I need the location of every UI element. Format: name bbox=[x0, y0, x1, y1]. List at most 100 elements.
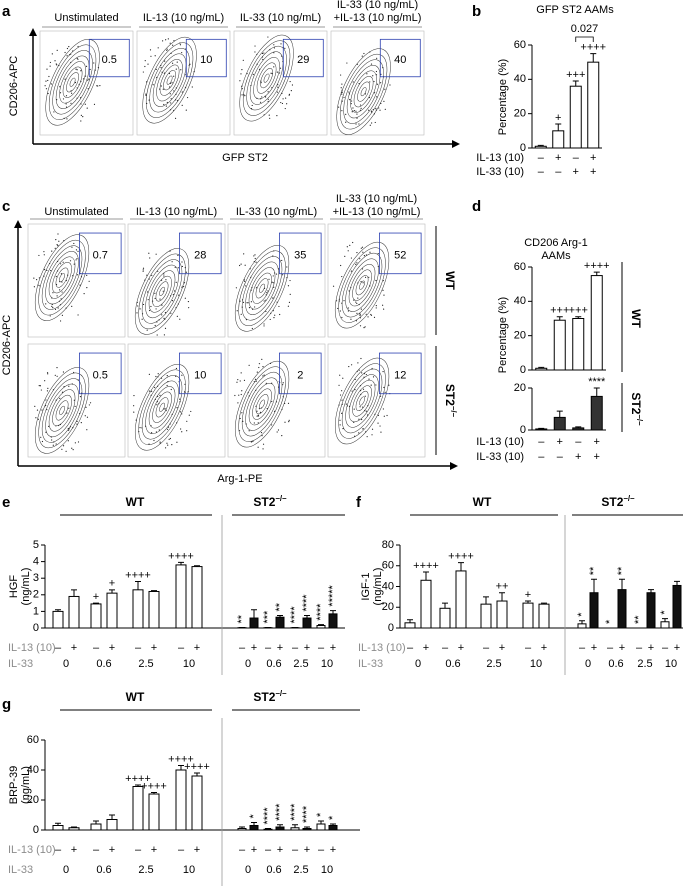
event-dot bbox=[361, 372, 363, 374]
event-dot bbox=[239, 80, 241, 82]
event-dot bbox=[171, 82, 173, 84]
event-dot bbox=[144, 60, 146, 62]
label-text: WT bbox=[629, 309, 643, 328]
event-dot bbox=[38, 385, 40, 387]
event-dot bbox=[276, 115, 278, 117]
event-dot bbox=[179, 318, 181, 320]
event-dot bbox=[75, 259, 77, 261]
contour bbox=[148, 386, 176, 429]
contour bbox=[352, 269, 372, 301]
event-dot bbox=[79, 284, 81, 286]
error-bar bbox=[93, 602, 99, 604]
event-dot bbox=[375, 307, 377, 309]
y-arrowhead bbox=[29, 28, 37, 36]
annotation: + bbox=[525, 589, 531, 601]
error-bar bbox=[499, 592, 505, 602]
event-dot bbox=[68, 46, 70, 48]
event-dot bbox=[181, 104, 183, 107]
y-arrowhead bbox=[14, 220, 22, 228]
event-dot bbox=[278, 305, 280, 308]
treatment-sign: + bbox=[573, 166, 579, 178]
contour bbox=[255, 278, 269, 299]
event-dot bbox=[276, 71, 278, 73]
column-title: Unstimulated bbox=[54, 12, 118, 24]
column-title: +IL-13 (10 ng/mL) bbox=[334, 12, 422, 24]
event-dot bbox=[84, 415, 86, 417]
event-dot bbox=[53, 111, 55, 113]
event-dot bbox=[341, 412, 343, 414]
event-dot bbox=[356, 302, 358, 305]
event-dot bbox=[69, 260, 72, 262]
il33-dose: 0.6 bbox=[608, 658, 623, 670]
treatment-sign: – bbox=[538, 152, 545, 164]
event-dot bbox=[379, 425, 381, 427]
event-dot bbox=[256, 371, 258, 373]
error-bar bbox=[55, 609, 61, 612]
event-dot bbox=[354, 389, 356, 391]
bar bbox=[522, 602, 534, 629]
gate-value: 40 bbox=[394, 54, 406, 66]
event-dot bbox=[351, 111, 353, 113]
event-dot bbox=[341, 316, 343, 319]
event-dot bbox=[59, 289, 61, 291]
il13-sign: – bbox=[579, 642, 586, 654]
bar bbox=[302, 617, 312, 629]
rotated-label: (ng/mL) bbox=[20, 568, 32, 606]
event-dot bbox=[167, 426, 170, 428]
event-dot bbox=[274, 314, 276, 316]
annotation: ** bbox=[616, 566, 628, 575]
event-dot bbox=[260, 82, 262, 84]
event-dot bbox=[246, 302, 248, 304]
event-dot bbox=[362, 428, 364, 430]
event-dot bbox=[54, 374, 56, 376]
gate-value: 0.5 bbox=[102, 54, 117, 66]
event-dot bbox=[62, 371, 65, 373]
event-dot bbox=[165, 105, 167, 107]
contour bbox=[360, 87, 367, 97]
bar bbox=[455, 570, 467, 629]
il33-dose: 10 bbox=[665, 658, 677, 670]
event-dot bbox=[46, 269, 48, 272]
rotated-label: Percentage (%) bbox=[497, 59, 509, 135]
event-dot bbox=[265, 310, 267, 313]
event-dot bbox=[33, 286, 35, 288]
event-dot bbox=[146, 274, 148, 276]
event-dot bbox=[337, 106, 340, 108]
event-dot bbox=[281, 259, 283, 262]
event-dot bbox=[157, 373, 159, 375]
treatment-sign: + bbox=[594, 451, 600, 463]
event-dot bbox=[45, 399, 47, 401]
event-dot bbox=[142, 71, 144, 73]
contour bbox=[66, 72, 79, 93]
event-dot bbox=[337, 307, 339, 310]
event-dot bbox=[150, 432, 153, 434]
event-dot bbox=[251, 104, 253, 107]
bar bbox=[148, 793, 160, 831]
event-dot bbox=[187, 300, 190, 303]
group-name-sup: –/– bbox=[275, 689, 287, 698]
event-dot bbox=[43, 254, 45, 256]
event-dot bbox=[359, 258, 361, 260]
gate bbox=[279, 352, 322, 395]
event-dot bbox=[57, 233, 59, 235]
bar bbox=[569, 85, 582, 149]
il13-label: IL-13 (10) bbox=[8, 642, 56, 654]
event-dot bbox=[341, 399, 343, 401]
treatment-label: IL-33 (10) bbox=[476, 166, 524, 178]
contour bbox=[343, 59, 384, 124]
event-dot bbox=[371, 434, 373, 436]
contour bbox=[159, 286, 165, 296]
event-dot bbox=[179, 44, 182, 46]
event-dot bbox=[375, 70, 378, 73]
contour bbox=[152, 53, 187, 107]
bar bbox=[106, 819, 118, 831]
contour bbox=[52, 394, 72, 426]
event-dot bbox=[355, 263, 357, 265]
event-dot bbox=[51, 439, 53, 441]
contour bbox=[252, 388, 272, 420]
gate-value: 10 bbox=[200, 54, 212, 66]
gate-value: 10 bbox=[194, 369, 206, 381]
rotated-label: CD206-APC bbox=[8, 56, 20, 117]
error-bar bbox=[151, 590, 157, 592]
event-dot bbox=[61, 448, 63, 450]
